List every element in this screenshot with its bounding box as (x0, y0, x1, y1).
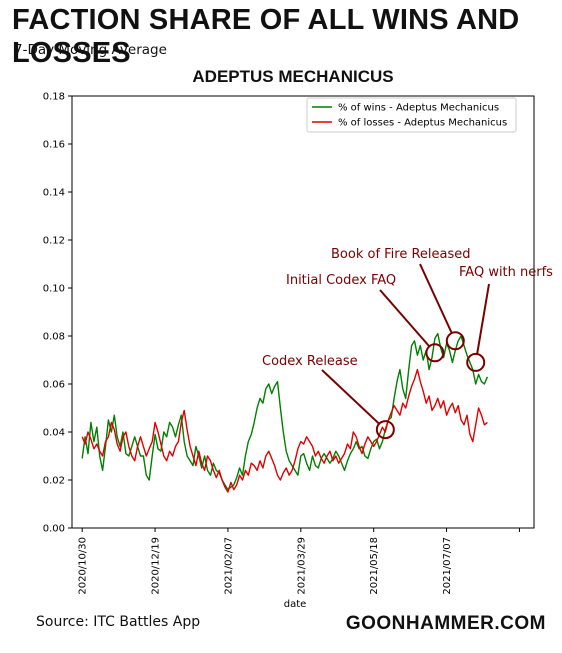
legend: % of wins - Adeptus Mechanicus % of losse… (306, 97, 517, 133)
legend-entry: % of losses - Adeptus Mechanicus (338, 118, 507, 129)
annotation-label: Codex Release (262, 354, 358, 369)
subhead: 7-Day Moving Average (14, 42, 167, 58)
annotation-arrow (321, 369, 380, 425)
brand-label: GOONHAMMER.COM (345, 613, 546, 634)
y-tick-label: 0.18 (43, 92, 65, 103)
y-tick-label: 0.04 (43, 428, 65, 439)
annotation-arrow (379, 289, 430, 347)
y-axis: 0.00 0.02 0.04 0.06 0.08 0.10 0.12 0.14 0.16 0.18 (43, 92, 72, 535)
annotation-label: Initial Codex FAQ (286, 273, 396, 288)
source-label: Source: ITC Battles App (36, 614, 201, 630)
x-axis-label: date (284, 599, 307, 610)
x-tick-label: 2020/10/30 (78, 537, 89, 595)
x-tick-label: 2021/07/07 (442, 537, 453, 595)
legend-entry: % of wins - Adeptus Mechanicus (338, 103, 499, 114)
y-tick-label: 0.06 (43, 380, 65, 391)
plot-area (71, 95, 535, 529)
x-tick-label: 2021/05/18 (369, 537, 380, 595)
y-tick-label: 0.10 (43, 284, 65, 295)
x-axis: 2020/10/30 2020/12/19 2021/02/07 2021/03/29… (78, 528, 520, 595)
x-tick-label: 2020/12/19 (151, 537, 162, 595)
annotation-label: FAQ with nerfs (459, 265, 553, 280)
annotation-arrow (476, 283, 490, 354)
series-layer (81, 332, 489, 493)
y-tick-label: 0.02 (43, 476, 65, 487)
legend-box (306, 97, 517, 133)
annotation-layer: Codex Release Initial Codex FAQ Book of Fi… (262, 247, 553, 440)
series-line-wins (81, 332, 489, 491)
annotation-marker (375, 420, 395, 440)
annotation-marker (445, 331, 465, 351)
chart-title: ADEPTUS MECHANICUS (192, 67, 393, 86)
y-tick-label: 0.08 (43, 332, 65, 343)
annotation-label: Book of Fire Released (331, 247, 471, 262)
headline: FACTION SHARE OF ALL WINS AND LOSSES (12, 4, 520, 69)
annotation-marker (466, 352, 486, 372)
x-tick-label: 2021/02/07 (223, 537, 234, 595)
annotation-marker (425, 343, 445, 363)
y-tick-label: 0.00 (43, 524, 65, 535)
series-line-losses (81, 368, 488, 493)
y-tick-label: 0.16 (43, 140, 65, 151)
annotation-arrow (419, 263, 453, 334)
y-tick-label: 0.14 (43, 188, 65, 199)
y-tick-label: 0.12 (43, 236, 65, 247)
x-tick-label: 2021/03/29 (296, 537, 307, 595)
